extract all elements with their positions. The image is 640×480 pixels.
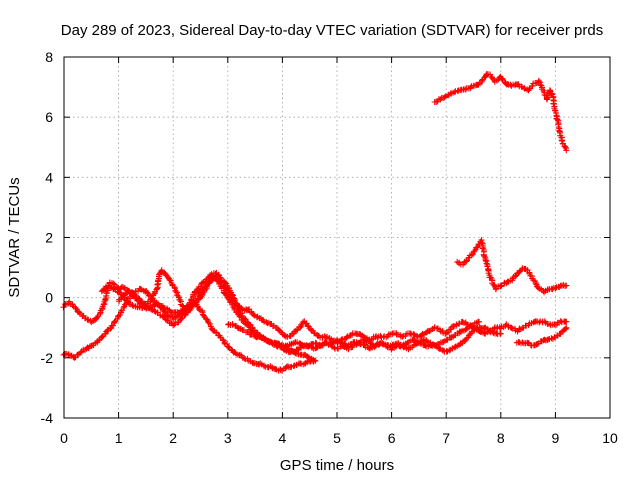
- x-tick-label: 4: [279, 430, 287, 446]
- plot-area: [60, 71, 570, 374]
- series-marks: [431, 71, 570, 154]
- series-marks: [225, 318, 482, 355]
- series-marks: [454, 237, 570, 296]
- x-tick-label: 2: [169, 430, 177, 446]
- x-tick-label: 5: [333, 430, 341, 446]
- series-track-8: [431, 71, 570, 154]
- grid: [64, 57, 610, 418]
- series-marks: [98, 273, 570, 347]
- y-tick-label: 0: [45, 290, 53, 306]
- x-tick-label: 1: [115, 430, 123, 446]
- y-tick-label: 2: [45, 230, 53, 246]
- series-marks: [60, 269, 319, 364]
- axis-ticks: 0 1 2 3 4 5 6 7 8 9 10 -4 -2 0 2 4 6 8: [41, 49, 618, 446]
- series-marks: [513, 324, 570, 349]
- series-track-1: [60, 269, 319, 364]
- x-tick-label: 8: [497, 430, 505, 446]
- y-tick-label: 8: [45, 49, 53, 65]
- x-tick-label: 7: [442, 430, 450, 446]
- series-track-7: [454, 237, 570, 296]
- series-track-5: [225, 318, 482, 355]
- x-tick-label: 6: [388, 430, 396, 446]
- y-tick-label: 4: [45, 169, 53, 185]
- x-tick-label: 0: [60, 430, 68, 446]
- x-tick-label: 9: [552, 430, 560, 446]
- y-tick-label: -2: [41, 350, 54, 366]
- series-track-3: [98, 273, 570, 347]
- x-tick-label: 10: [602, 430, 618, 446]
- y-tick-label: 6: [45, 109, 53, 125]
- x-axis-label: GPS time / hours: [280, 457, 394, 474]
- y-axis-label: SDTVAR / TECUs: [6, 177, 23, 297]
- series-track-6: [513, 324, 570, 349]
- x-tick-label: 3: [224, 430, 232, 446]
- chart-title: Day 289 of 2023, Sidereal Day-to-day VTE…: [61, 22, 603, 39]
- y-tick-label: -4: [41, 410, 54, 426]
